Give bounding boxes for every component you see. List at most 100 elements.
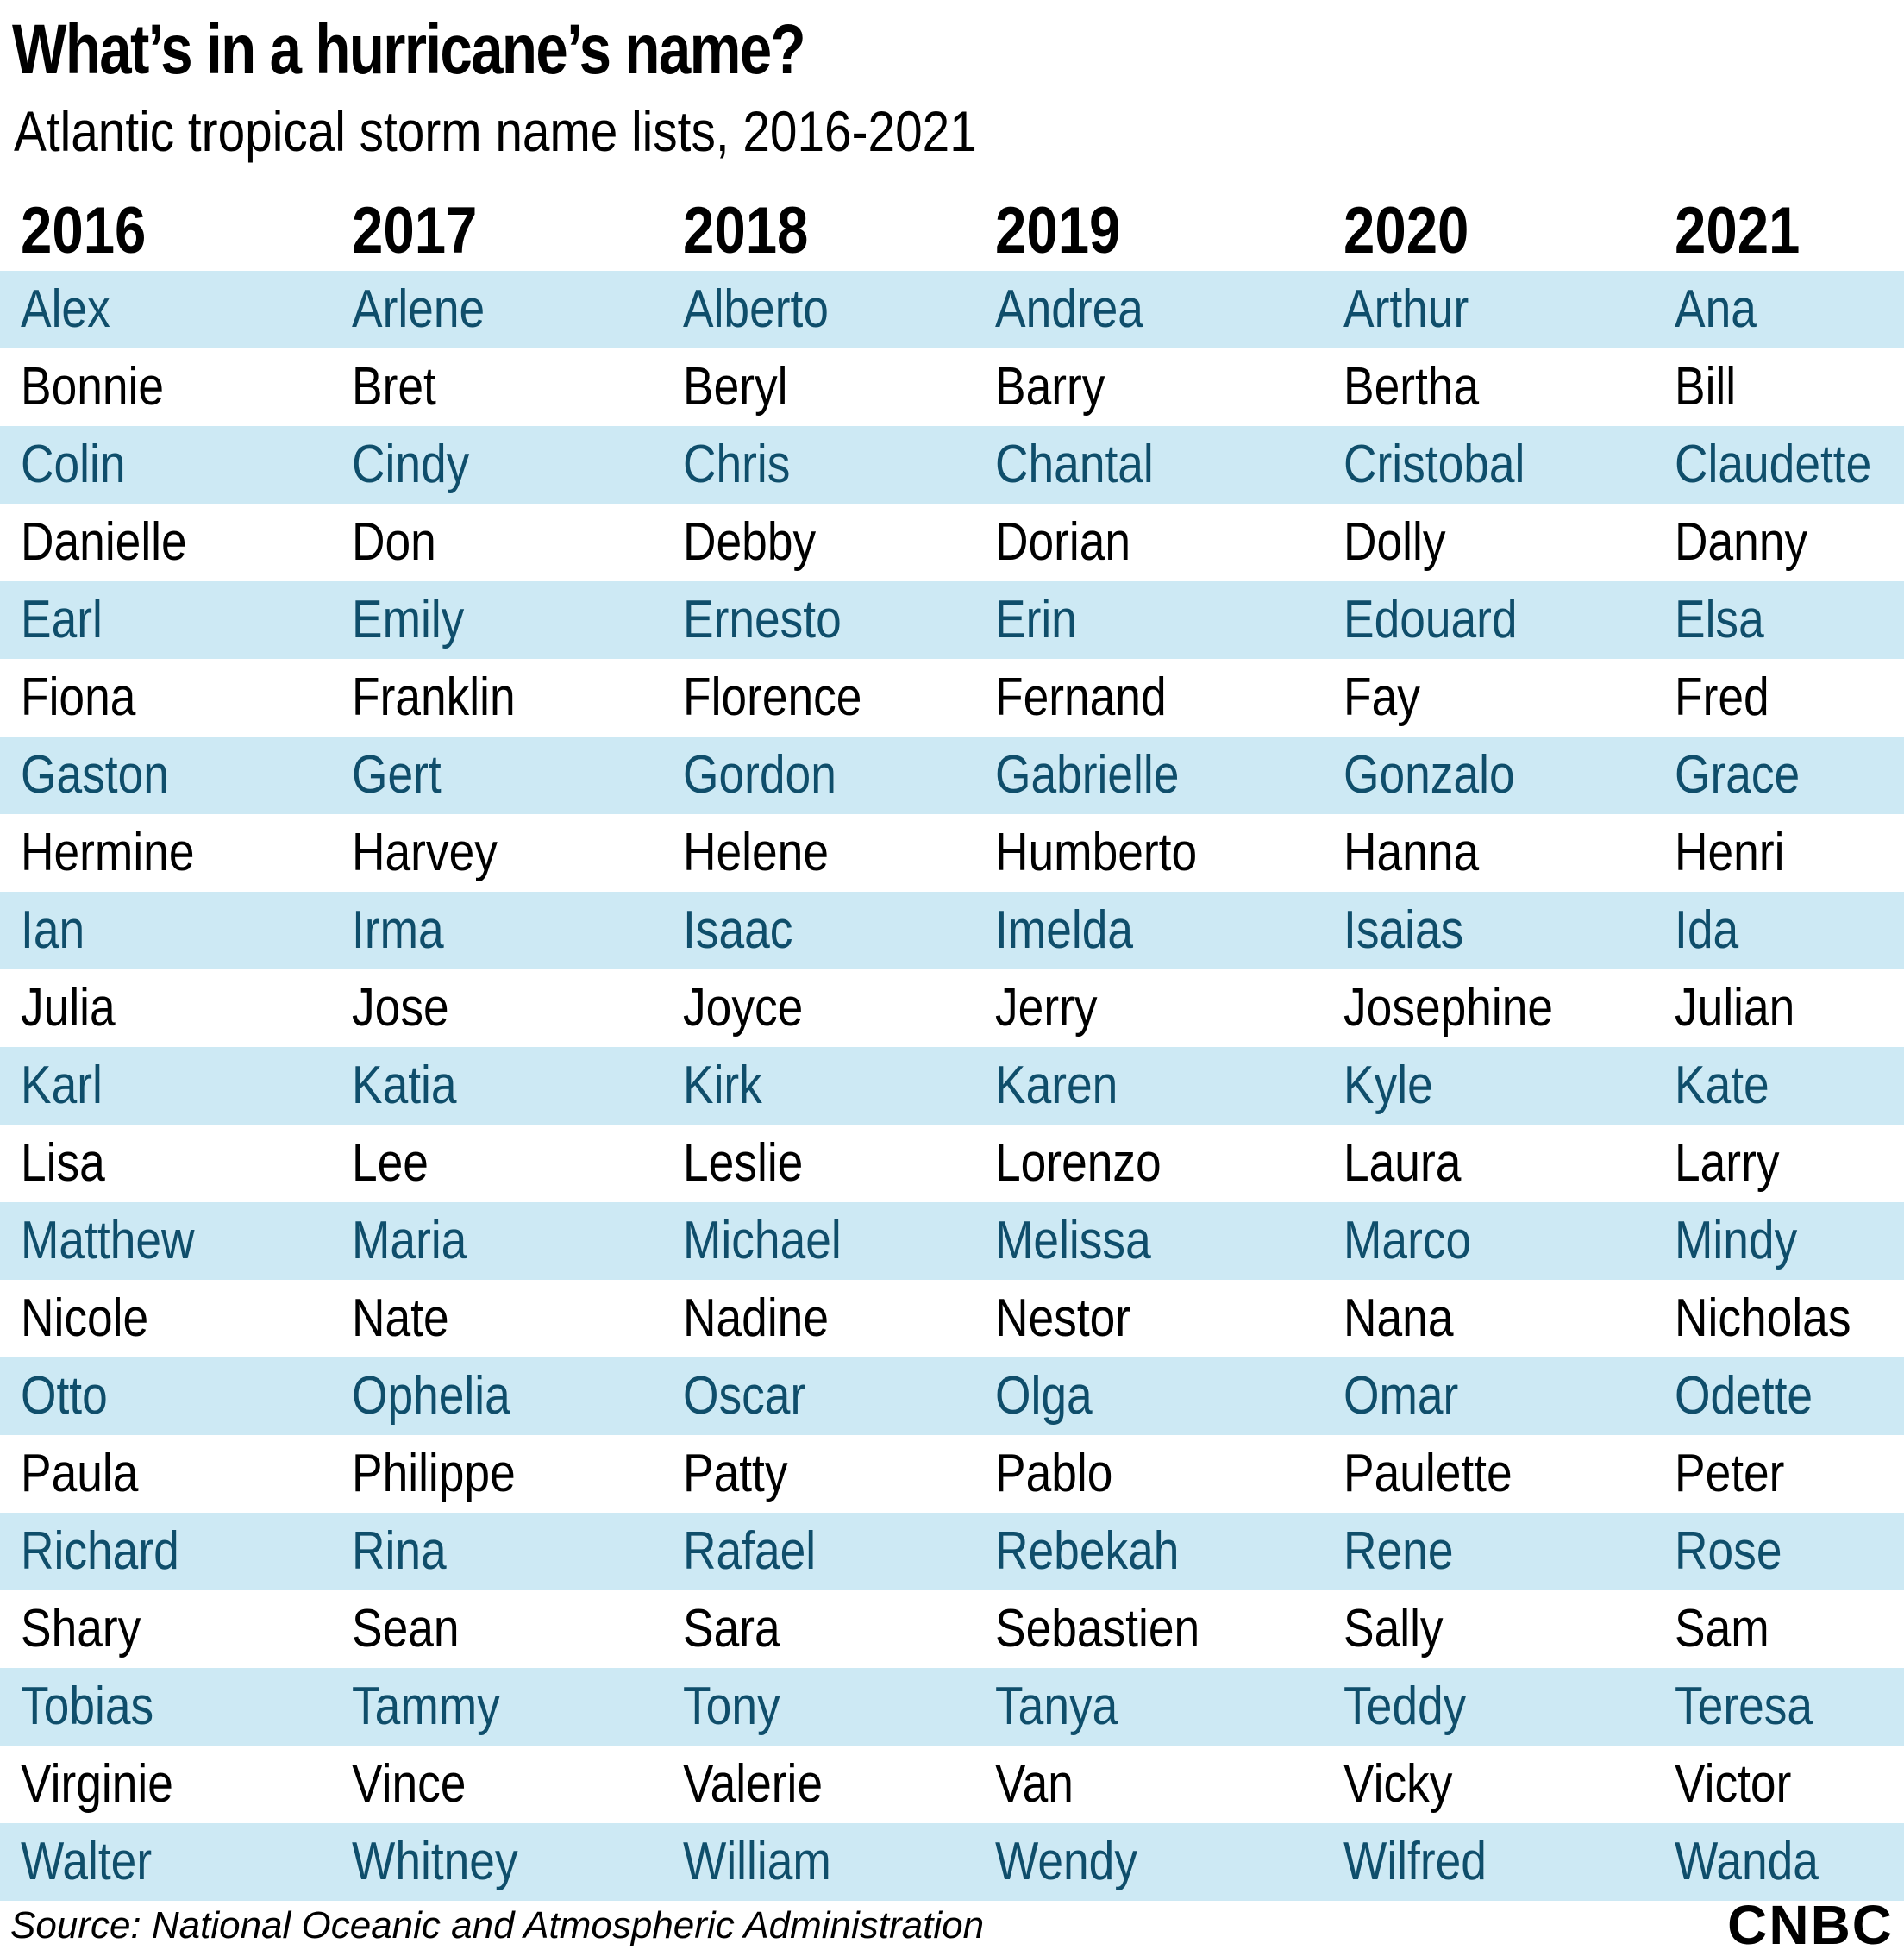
storm-name-cell: Gordon — [683, 745, 836, 805]
storm-name-cell: Emily — [352, 590, 465, 649]
table-row: Earl Emily Ernesto Erin Edouard Elsa — [0, 581, 1904, 659]
storm-name-cell: Sean — [352, 1599, 460, 1658]
table-body: Alex Arlene Alberto Andrea Arthur Ana Bonnie Br… — [0, 271, 1904, 1901]
storm-name-cell: Arlene — [352, 279, 485, 339]
column-header-2020: 2020 — [1343, 194, 1469, 267]
storm-name-cell: Paula — [21, 1444, 139, 1503]
storm-name-cell: Julian — [1675, 978, 1795, 1038]
storm-name-cell: Dorian — [995, 512, 1131, 572]
storm-name-cell: Kirk — [683, 1056, 762, 1115]
storm-name-cell: Kate — [1675, 1056, 1769, 1115]
column-header-2018: 2018 — [683, 194, 809, 267]
storm-name-cell: Ida — [1675, 900, 1739, 960]
storm-name-cell: Kyle — [1343, 1056, 1433, 1115]
storm-name-cell: Lisa — [21, 1133, 105, 1193]
storm-name-cell: Florence — [683, 668, 862, 727]
storm-name-cell: Arthur — [1343, 279, 1469, 339]
storm-name-cell: Elsa — [1675, 590, 1764, 649]
table-row: Alex Arlene Alberto Andrea Arthur Ana — [0, 271, 1904, 348]
table-row: Hermine Harvey Helene Humberto Hanna Henri — [0, 814, 1904, 892]
table-row: Ian Irma Isaac Imelda Isaias Ida — [0, 892, 1904, 969]
storm-name-cell: Nadine — [683, 1288, 829, 1348]
table-header-row: 2016 2017 2018 2019 2020 2021 — [0, 191, 1904, 271]
storm-name-cell: Oscar — [683, 1366, 806, 1426]
storm-name-cell: Nana — [1343, 1288, 1454, 1348]
column-header-2021: 2021 — [1675, 194, 1801, 267]
storm-name-cell: Richard — [21, 1521, 179, 1581]
storm-name-cell: Hanna — [1343, 823, 1480, 882]
storm-name-cell: Marco — [1343, 1211, 1472, 1270]
storm-name-cell: Wendy — [995, 1832, 1137, 1891]
table-row: Virginie Vince Valerie Van Vicky Victor — [0, 1746, 1904, 1823]
storm-name-cell: Valerie — [683, 1754, 824, 1814]
storm-names-table: 2016 2017 2018 2019 2020 2021 Alex Arlene… — [0, 191, 1904, 1901]
storm-name-cell: Virginie — [21, 1754, 173, 1814]
storm-name-cell: Henri — [1675, 823, 1785, 882]
storm-name-cell: Ian — [21, 900, 85, 960]
storm-name-cell: Jerry — [995, 978, 1098, 1038]
storm-name-cell: Nestor — [995, 1288, 1131, 1348]
storm-name-cell: Katia — [352, 1056, 457, 1115]
storm-name-cell: Whitney — [352, 1832, 518, 1891]
storm-name-cell: Rene — [1343, 1521, 1454, 1581]
storm-name-cell: Chantal — [995, 435, 1154, 494]
table-row: Gaston Gert Gordon Gabrielle Gonzalo Grace — [0, 737, 1904, 814]
cnbc-logo: CNBC — [1727, 1894, 1894, 1956]
source-note: Source: National Oceanic and Atmospheric… — [10, 1904, 985, 1947]
storm-name-cell: Bertha — [1343, 357, 1480, 417]
storm-name-cell: Rafael — [683, 1521, 817, 1581]
table-row: Matthew Maria Michael Melissa Marco Mindy — [0, 1202, 1904, 1280]
storm-name-cell: Philippe — [352, 1444, 516, 1503]
storm-name-cell: Irma — [352, 900, 444, 960]
storm-name-cell: Mindy — [1675, 1211, 1798, 1270]
column-header-2019: 2019 — [995, 194, 1121, 267]
storm-name-cell: Julia — [21, 978, 116, 1038]
table-row: Shary Sean Sara Sebastien Sally Sam — [0, 1590, 1904, 1668]
storm-name-cell: Chris — [683, 435, 791, 494]
storm-name-cell: Alex — [21, 279, 110, 339]
storm-name-cell: Isaac — [683, 900, 793, 960]
storm-name-cell: Edouard — [1343, 590, 1518, 649]
storm-name-cell: Fred — [1675, 668, 1769, 727]
storm-name-cell: Teresa — [1675, 1677, 1813, 1736]
storm-name-cell: Gert — [352, 745, 442, 805]
storm-name-cell: Tobias — [21, 1677, 154, 1736]
storm-name-cell: Michael — [683, 1211, 842, 1270]
storm-name-cell: Humberto — [995, 823, 1198, 882]
storm-name-cell: Erin — [995, 590, 1077, 649]
storm-name-cell: Joyce — [683, 978, 804, 1038]
storm-name-cell: Tony — [683, 1677, 780, 1736]
storm-name-cell: Otto — [21, 1366, 108, 1426]
table-row: Bonnie Bret Beryl Barry Bertha Bill — [0, 348, 1904, 426]
storm-name-cell: Vicky — [1343, 1754, 1453, 1814]
storm-name-cell: Jose — [352, 978, 449, 1038]
storm-name-cell: Wanda — [1675, 1832, 1819, 1891]
storm-name-cell: William — [683, 1832, 831, 1891]
storm-name-cell: Sam — [1675, 1599, 1769, 1658]
storm-name-cell: Danielle — [21, 512, 187, 572]
storm-name-cell: Harvey — [352, 823, 498, 882]
storm-name-cell: Melissa — [995, 1211, 1151, 1270]
storm-name-cell: Gaston — [21, 745, 169, 805]
storm-name-cell: Barry — [995, 357, 1105, 417]
storm-name-cell: Paulette — [1343, 1444, 1513, 1503]
table-row: Danielle Don Debby Dorian Dolly Danny — [0, 504, 1904, 581]
storm-name-cell: Josephine — [1343, 978, 1554, 1038]
table-row: Karl Katia Kirk Karen Kyle Kate — [0, 1047, 1904, 1125]
storm-name-cell: Claudette — [1675, 435, 1872, 494]
storm-name-cell: Sebastien — [995, 1599, 1200, 1658]
storm-name-cell: Ophelia — [352, 1366, 510, 1426]
storm-name-cell: Vince — [352, 1754, 467, 1814]
storm-name-cell: Matthew — [21, 1211, 195, 1270]
storm-name-cell: Cristobal — [1343, 435, 1525, 494]
storm-name-cell: Sally — [1343, 1599, 1444, 1658]
storm-name-cell: Don — [352, 512, 436, 572]
storm-name-cell: Alberto — [683, 279, 829, 339]
storm-name-cell: Tanya — [995, 1677, 1118, 1736]
storm-name-cell: Karl — [21, 1056, 103, 1115]
storm-name-cell: Dolly — [1343, 512, 1446, 572]
storm-name-cell: Lorenzo — [995, 1133, 1162, 1193]
storm-name-cell: Ernesto — [683, 590, 842, 649]
storm-name-cell: Nicholas — [1675, 1288, 1851, 1348]
table-row: Otto Ophelia Oscar Olga Omar Odette — [0, 1357, 1904, 1435]
